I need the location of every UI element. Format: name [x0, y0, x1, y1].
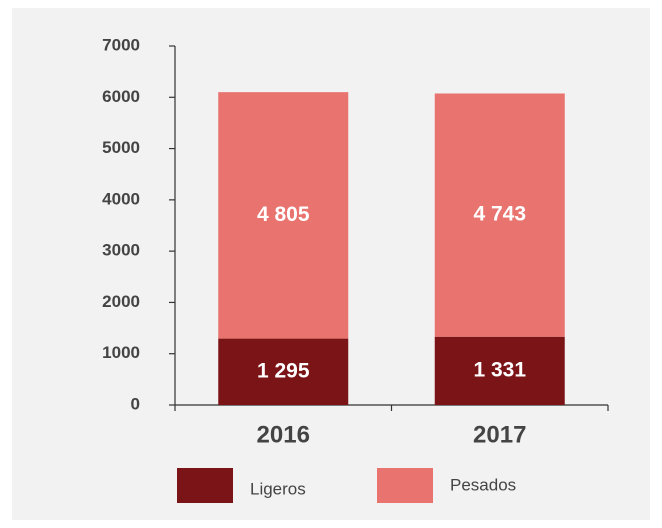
- value-label: 4 743: [473, 203, 526, 226]
- bar-segment: [218, 338, 349, 405]
- y-tick-label: 4000: [102, 189, 140, 208]
- y-tick-label: 1000: [102, 343, 140, 362]
- value-label: 4 805: [257, 203, 310, 226]
- bar-segment: [218, 92, 349, 339]
- x-tick-label: 2016: [257, 421, 310, 448]
- legend-label: Pesados: [450, 475, 516, 494]
- y-tick-label: 3000: [102, 241, 140, 260]
- value-label: 1 331: [473, 358, 526, 381]
- value-label: 1 295: [257, 359, 310, 382]
- legend-label: Ligeros: [250, 479, 306, 498]
- x-tick-label: 2017: [473, 421, 526, 448]
- bar-segment: [434, 336, 565, 405]
- legend-swatch: [177, 468, 233, 503]
- bar-segment: [434, 93, 565, 337]
- y-tick-label: 7000: [102, 35, 140, 54]
- y-tick-label: 5000: [102, 138, 140, 157]
- y-tick-label: 0: [131, 394, 140, 413]
- y-tick-label: 2000: [102, 292, 140, 311]
- legend-swatch: [377, 468, 433, 503]
- y-tick-label: 6000: [102, 87, 140, 106]
